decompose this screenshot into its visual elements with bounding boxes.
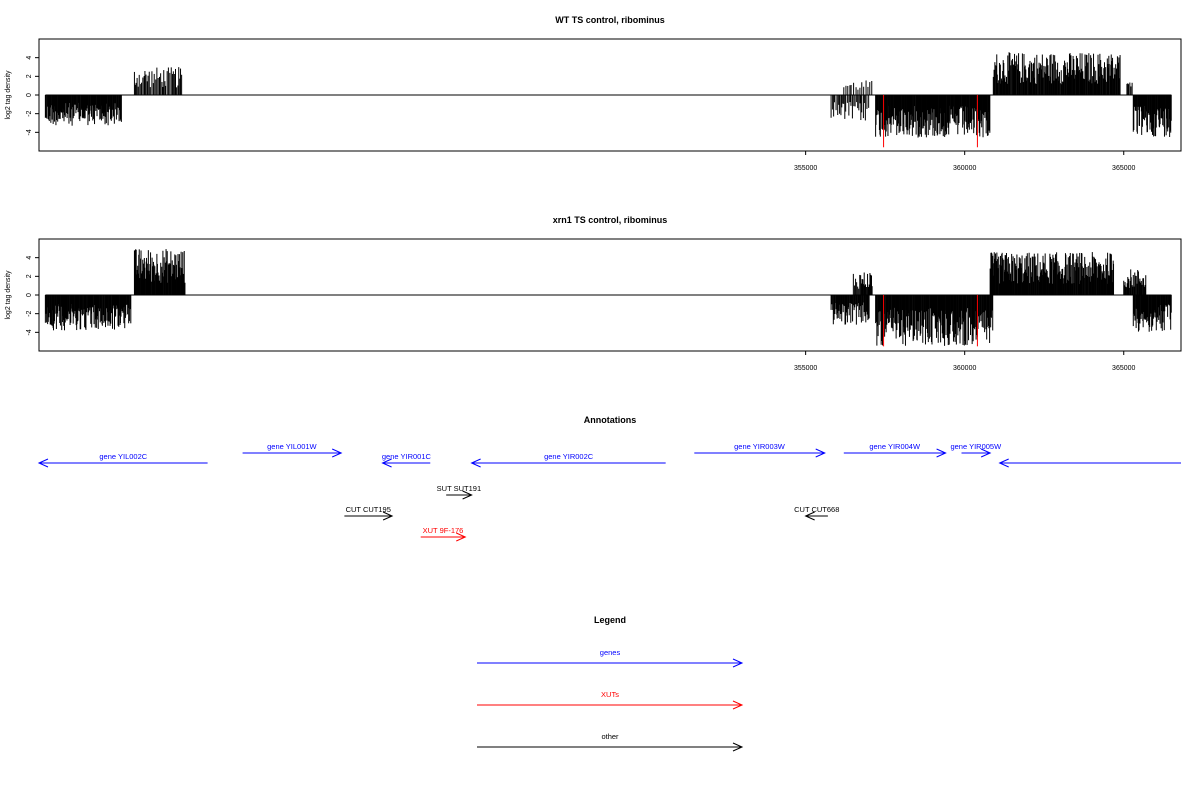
feature-arrowhead (381, 458, 392, 468)
annotation-feature (998, 458, 1181, 468)
feature-arrowhead (936, 448, 947, 458)
legend-label: genes (600, 648, 621, 657)
wt-y-tick-label: 4 (26, 56, 33, 60)
xrn1-y-tick-label: 0 (26, 293, 33, 297)
feature-label: CUT CUT195 (346, 505, 391, 514)
legend-arrowhead (732, 700, 744, 710)
annotation-features: gene YIL002C gene YIL001W gene YIR001C gene… (37, 442, 1181, 542)
xrn1-y-axis-label: log2 tag density (5, 270, 12, 320)
xrn1-y-tick-label: 4 (26, 256, 33, 260)
xrn1-y-axis: 4 2 0 -2 -4 (26, 256, 40, 335)
feature-arrowhead (456, 532, 467, 542)
feature-label: gene YIR005W (950, 442, 1002, 451)
annotations-title: Annotations (584, 415, 637, 425)
wt-y-tick-label: 2 (26, 74, 33, 78)
wt-y-axis-label: log2 tag density (5, 70, 12, 120)
annotation-feature: XUT 9F-176 (420, 526, 467, 542)
legend-title: Legend (594, 615, 626, 625)
annotation-feature: gene YIL002C (37, 452, 208, 468)
legend-label: other (601, 732, 619, 741)
annotation-feature: SUT SUT191 (437, 484, 481, 500)
feature-label: gene YIL001W (267, 442, 317, 451)
wt-y-tick-label: 0 (26, 93, 33, 97)
feature-arrowhead (804, 511, 815, 521)
wt-x-tick-label: 355000 (794, 165, 817, 172)
feature-arrowhead (980, 448, 992, 458)
annotation-feature: gene YIR003W (694, 442, 826, 458)
wt-y-tick-label: -4 (26, 129, 33, 135)
feature-label: gene YIR003W (734, 442, 786, 451)
legend-label: XUTs (601, 690, 619, 699)
legend-item: XUTs (477, 690, 744, 710)
legend: Legend genes XUTs other (477, 615, 744, 752)
legend-item: genes (477, 648, 744, 668)
legend-arrowhead (732, 658, 744, 668)
annotation-feature: gene YIL001W (242, 442, 343, 458)
feature-arrowhead (462, 490, 473, 500)
feature-arrowhead (382, 511, 394, 521)
feature-arrowhead (998, 458, 1009, 468)
annotation-feature: gene YIR004W (843, 442, 947, 458)
xrn1-density-panel: xrn1 TS control, ribominus 4 2 0 -2 -4 35500… (5, 215, 1182, 372)
xrn1-panel-title: xrn1 TS control, ribominus (553, 215, 668, 225)
feature-label: SUT SUT191 (437, 484, 481, 493)
annotation-feature: gene YIR005W (950, 442, 1002, 458)
feature-label: gene YIR001C (382, 452, 432, 461)
feature-label: gene YIR004W (869, 442, 921, 451)
wt-x-axis: 355000 360000 365000 (794, 151, 1136, 172)
wt-y-axis: 4 2 0 -2 -4 (26, 56, 40, 135)
xrn1-y-tick-label: -4 (26, 329, 33, 335)
annotation-feature: gene YIR002C (470, 452, 666, 468)
wt-x-tick-label: 365000 (1112, 165, 1135, 172)
feature-label: XUT 9F-176 (423, 526, 464, 535)
annotation-feature: CUT CUT195 (344, 505, 394, 521)
feature-label: gene YIR002C (544, 452, 594, 461)
wt-x-tick-label: 360000 (953, 165, 976, 172)
legend-items: genes XUTs other (477, 648, 744, 752)
xrn1-y-tick-label: -2 (26, 310, 33, 316)
feature-arrowhead (37, 458, 49, 468)
xrn1-x-axis: 355000 360000 365000 (794, 351, 1136, 372)
feature-arrowhead (815, 448, 826, 458)
xrn1-x-tick-label: 360000 (953, 365, 976, 372)
legend-item: other (477, 732, 744, 752)
wt-bars (44, 52, 1172, 148)
wt-panel-title: WT TS control, ribominus (555, 15, 665, 25)
feature-arrowhead (470, 458, 481, 468)
feature-label: CUT CUT668 (794, 505, 839, 514)
xrn1-bars (44, 249, 1172, 347)
annotation-feature: CUT CUT668 (794, 505, 839, 521)
annotation-feature: gene YIR001C (381, 452, 432, 468)
feature-arrowhead (331, 448, 343, 458)
xrn1-x-tick-label: 355000 (794, 365, 817, 372)
xrn1-y-tick-label: 2 (26, 274, 33, 278)
wt-y-tick-label: -2 (26, 110, 33, 116)
wt-density-panel: WT TS control, ribominus 420-2-4 355000 3… (5, 15, 1182, 172)
legend-arrowhead (732, 742, 744, 752)
xrn1-x-tick-label: 365000 (1112, 365, 1135, 372)
feature-label: gene YIL002C (99, 452, 147, 461)
